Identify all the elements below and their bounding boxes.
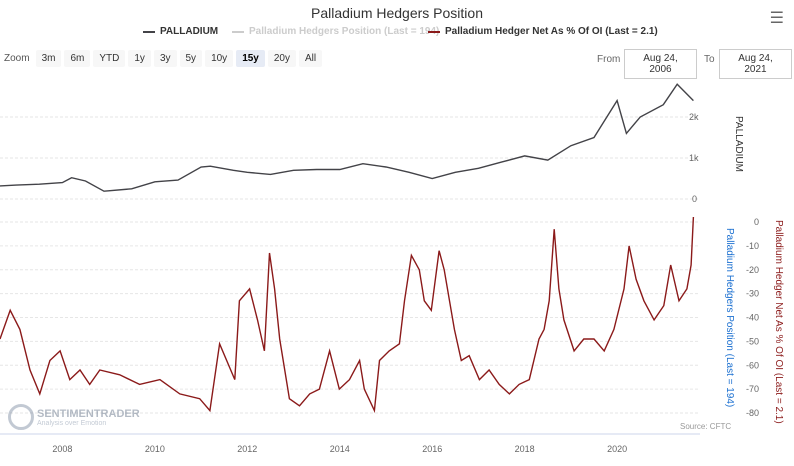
- y-tick-label: -60: [746, 360, 759, 370]
- net-oi-line: [0, 216, 695, 414]
- y-axis-title-palladium: PALLADIUM: [733, 116, 744, 172]
- x-tick-label: 2012: [237, 444, 257, 454]
- hamburger-menu-icon[interactable]: ☰: [769, 10, 784, 27]
- magnifier-icon: [8, 404, 34, 430]
- x-tick-label: 2018: [515, 444, 535, 454]
- y-tick-label: 2k: [689, 112, 699, 122]
- y-tick-label: -50: [746, 336, 759, 346]
- x-tick-label: 2020: [607, 444, 627, 454]
- zoom-button-15y[interactable]: 15y: [236, 50, 265, 67]
- x-tick-label: 2010: [145, 444, 165, 454]
- zoom-button-20y[interactable]: 20y: [267, 50, 296, 67]
- source-note: Source: CFTC: [680, 422, 732, 431]
- y-tick-label: -80: [746, 408, 759, 418]
- legend-label: Palladium Hedger Net As % Of OI (Last = …: [445, 26, 658, 37]
- y-tick-label: 0: [754, 217, 759, 227]
- y-tick-label: 1k: [689, 153, 699, 163]
- legend-item-palladium[interactable]: PALLADIUM: [143, 26, 218, 37]
- legend-item-hedgers-position[interactable]: Palladium Hedgers Position (Last = 194): [232, 26, 439, 37]
- x-tick-label: 2016: [422, 444, 442, 454]
- zoom-button-5y[interactable]: 5y: [179, 50, 203, 67]
- to-label: To: [704, 54, 715, 65]
- y-tick-label: -40: [746, 313, 759, 323]
- palladium-line: [0, 83, 694, 192]
- y-axis-title-hedgers-position: Palladium Hedgers Position (Last = 194): [724, 228, 735, 407]
- zoom-label: Zoom: [4, 53, 30, 64]
- zoom-button-ytd[interactable]: YTD: [93, 50, 126, 67]
- x-tick-label: 2014: [330, 444, 350, 454]
- y-axis-title-net-oi: Palladium Hedger Net As % Of OI (Last = …: [773, 220, 784, 424]
- zoom-button-all[interactable]: All: [299, 50, 323, 67]
- y-tick-label: 0: [692, 194, 697, 204]
- chart-title: Palladium Hedgers Position: [311, 5, 483, 21]
- zoom-button-6m[interactable]: 6m: [64, 50, 91, 67]
- y-tick-label: -70: [746, 384, 759, 394]
- from-date-input[interactable]: Aug 24, 2006: [624, 49, 697, 79]
- watermark-logo: SENTIMENTRADER Analysis over Emotion: [8, 404, 140, 430]
- y-tick-label: -20: [746, 265, 759, 275]
- legend-item-net-oi[interactable]: Palladium Hedger Net As % Of OI (Last = …: [428, 26, 658, 37]
- y-tick-label: -30: [746, 289, 759, 299]
- zoom-button-3m[interactable]: 3m: [35, 50, 62, 67]
- y-tick-label: -10: [746, 241, 759, 251]
- zoom-button-10y[interactable]: 10y: [205, 50, 234, 67]
- legend-label: PALLADIUM: [160, 26, 219, 37]
- zoom-button-1y[interactable]: 1y: [128, 50, 151, 67]
- zoom-button-3y[interactable]: 3y: [153, 50, 177, 67]
- to-date-input[interactable]: Aug 24, 2021: [719, 49, 792, 79]
- zoom-selector: Zoom 3m 6m YTD 1y 3y 5y 10y 15y 20y All: [4, 50, 323, 67]
- from-label: From: [597, 54, 621, 65]
- x-tick-label: 2008: [52, 444, 72, 454]
- legend-label: Palladium Hedgers Position (Last = 194): [249, 26, 440, 37]
